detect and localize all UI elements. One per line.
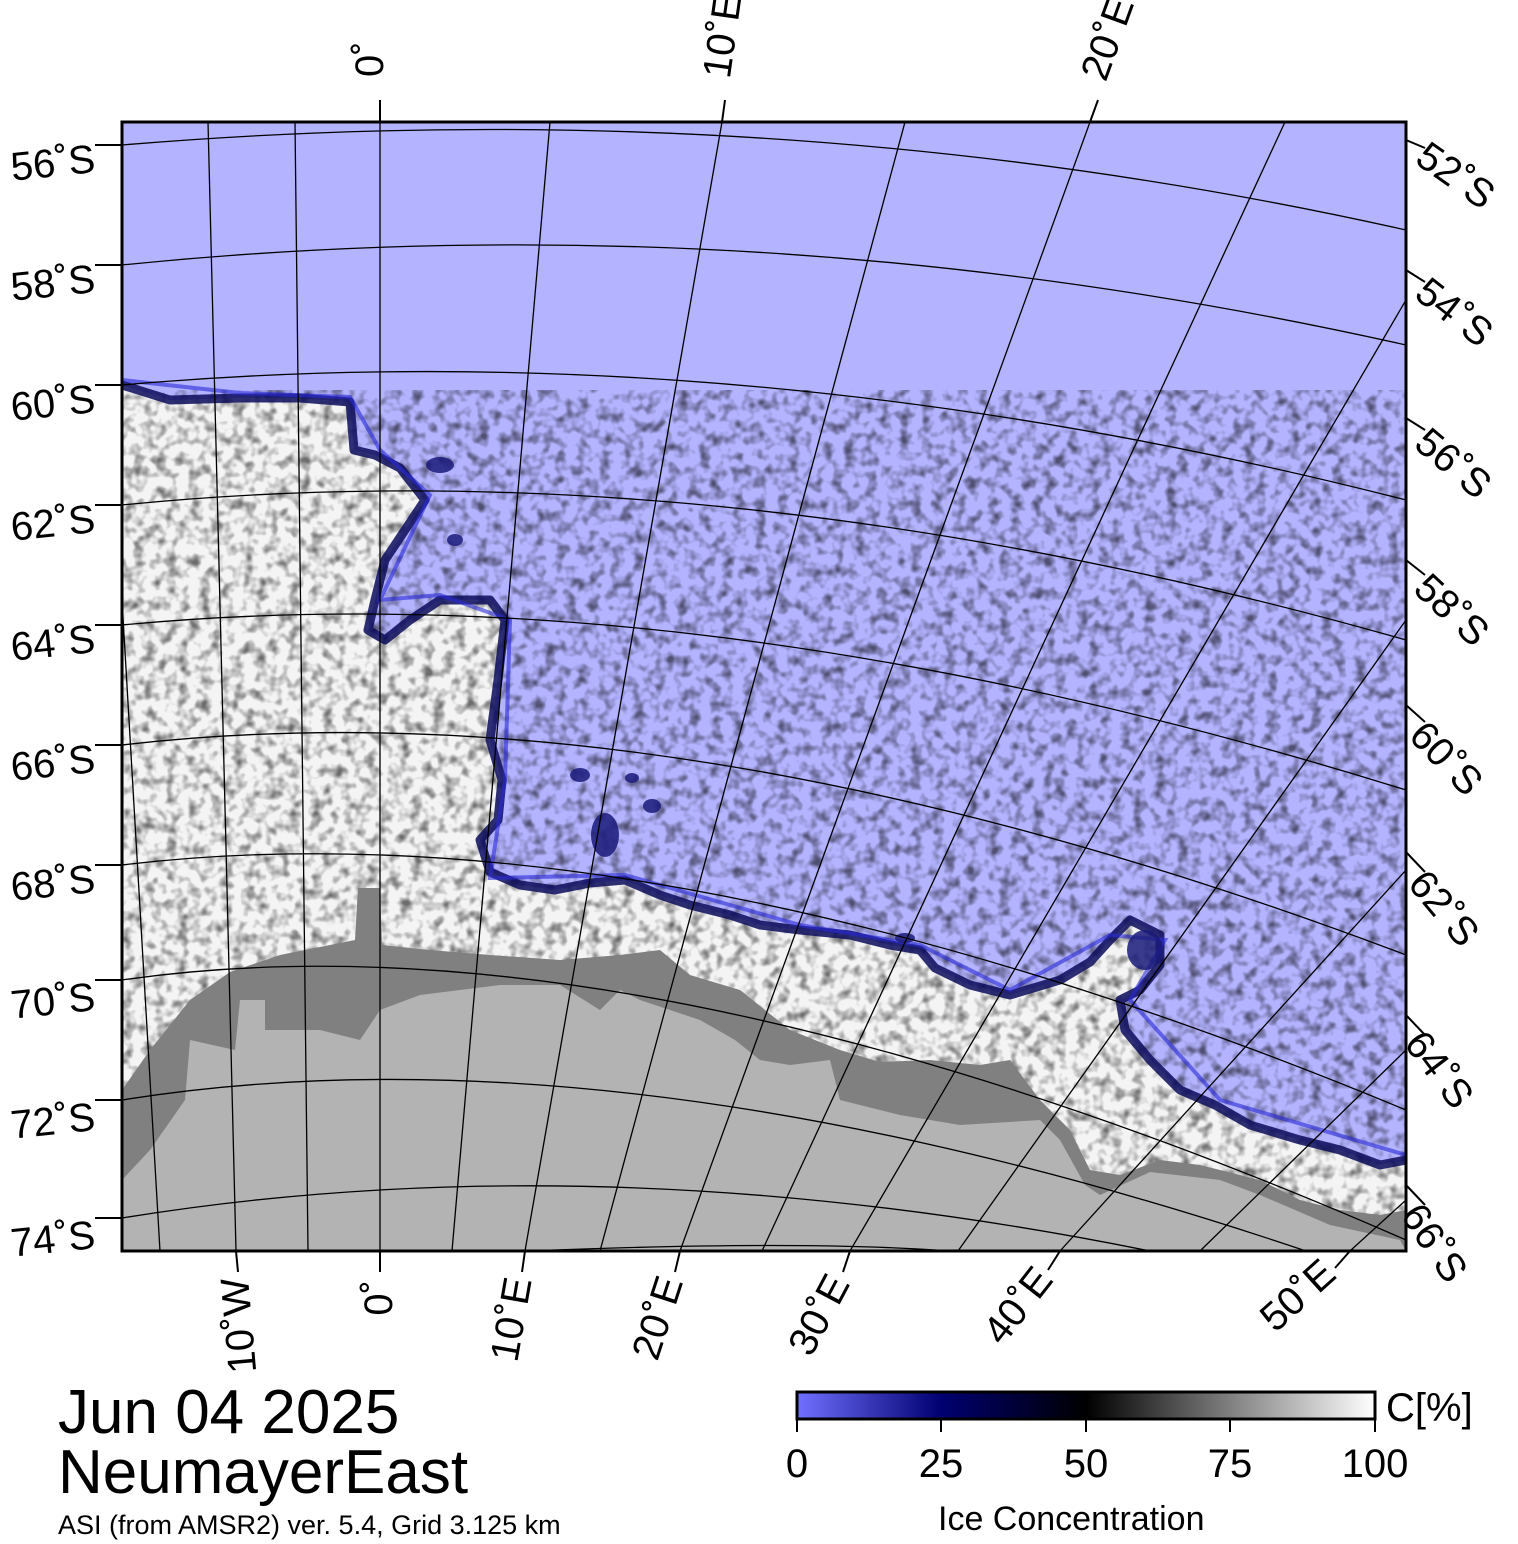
lat-label: 62˚S <box>9 497 98 550</box>
ice-floes <box>426 457 1163 970</box>
colorbar-title: Ice Concentration <box>938 1500 1205 1538</box>
lon-label: 0˚ <box>357 1280 401 1316</box>
lat-labels-right: 52˚S 54˚S 56˚S 58˚S 60˚S 62˚S 64˚S 66˚S <box>1392 134 1503 1291</box>
colorbar-unit: C[%] <box>1386 1386 1473 1430</box>
lon-label: 50˚E <box>1252 1251 1344 1340</box>
lon-label: 40˚E <box>975 1259 1062 1353</box>
lat-label: 56˚S <box>1407 420 1500 508</box>
colorbar-gradient <box>795 1390 1377 1421</box>
lon-label: 10˚E <box>695 0 750 81</box>
colorbar-tick: 0 <box>785 1442 809 1486</box>
lat-label: 60˚S <box>1401 713 1491 804</box>
lat-label: 58˚S <box>1406 565 1498 655</box>
lon-labels-top: 0˚ 10˚E 20˚E <box>348 0 1143 123</box>
lat-label: 58˚S <box>9 257 98 310</box>
ice-edge <box>122 380 1406 1170</box>
colorbar-tick: 25 <box>918 1442 964 1486</box>
lat-label: 56˚S <box>9 137 98 190</box>
colorbar-tick: 75 <box>1207 1442 1253 1486</box>
lat-label: 66˚S <box>9 737 98 790</box>
antarctic-land <box>122 985 1406 1251</box>
lon-label: 10˚E <box>483 1274 541 1365</box>
lon-labels-bottom: 10˚W 0˚ 10˚E 20˚E 30˚E 40˚E 50˚E <box>213 1250 1351 1375</box>
lon-label: 0˚ <box>348 41 392 77</box>
lon-label: 20˚E <box>1073 0 1143 86</box>
lon-label: 20˚E <box>624 1271 692 1365</box>
lat-label: 68˚S <box>9 857 98 910</box>
colorbar-tick: 50 <box>1063 1442 1109 1486</box>
lat-label: 74˚S <box>9 1213 98 1266</box>
lat-label: 64˚S <box>1396 1023 1482 1117</box>
lat-label: 62˚S <box>1400 862 1488 955</box>
colorbar-tick: 100 <box>1341 1442 1409 1486</box>
map-date: Jun 04 2025 <box>58 1378 400 1447</box>
lat-label: 70˚S <box>9 975 98 1028</box>
lat-labels-left: 56˚S 58˚S 60˚S 62˚S 64˚S 66˚S 68˚S 70˚S … <box>9 137 122 1266</box>
lat-label: 72˚S <box>9 1095 98 1148</box>
title-block: Jun 04 2025 NeumayerEast ASI (from AMSR2… <box>58 1382 561 1539</box>
lat-label: 64˚S <box>9 617 98 670</box>
graticule <box>122 122 1406 1251</box>
map-frame <box>120 120 1408 1253</box>
map-area <box>122 122 1406 1251</box>
lat-label: 60˚S <box>9 377 98 430</box>
colorbar <box>795 1390 1377 1432</box>
lon-label: 30˚E <box>780 1267 859 1362</box>
data-source: ASI (from AMSR2) ver. 5.4, Grid 3.125 km <box>58 1510 561 1540</box>
lon-label: 10˚W <box>213 1276 265 1375</box>
lat-label: 54˚S <box>1407 269 1501 356</box>
region-name: NeumayerEast <box>58 1438 469 1507</box>
